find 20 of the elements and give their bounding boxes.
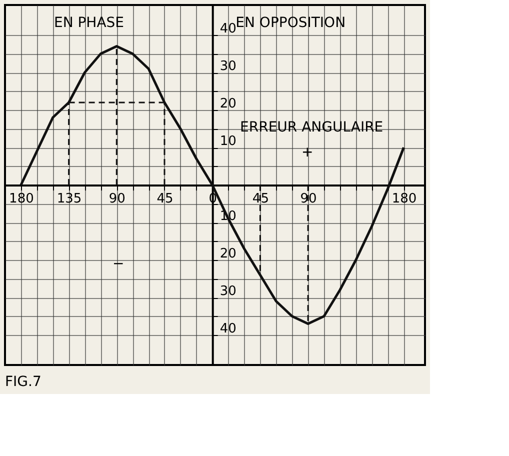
annotation: +	[302, 144, 314, 161]
y-tick-label: 20	[220, 96, 236, 112]
annotation: −	[112, 256, 124, 272]
x-tick-label: 180	[9, 192, 34, 206]
annotation: EN OPPOSITION	[236, 15, 346, 31]
x-tick-label: 90	[108, 192, 126, 206]
annotation: EN PHASE	[54, 15, 124, 31]
y-tick-label: 10	[220, 134, 236, 149]
y-tick-label: 30	[220, 59, 236, 74]
annotation: ERREUR ANGULAIRE	[240, 119, 384, 136]
y-tick-label: 20	[220, 246, 236, 262]
y-tick-label: 30	[220, 284, 236, 299]
x-tick-label: 45	[156, 192, 174, 206]
x-tick-label: 90	[300, 192, 317, 206]
caption: FIG.7	[5, 374, 42, 390]
x-tick-label: 45	[252, 192, 269, 206]
y-tick-label: 40	[220, 322, 236, 336]
x-tick-label: 135	[56, 192, 82, 206]
x-tick-label: 180	[392, 192, 417, 206]
y-tick-label: 40	[220, 22, 236, 36]
